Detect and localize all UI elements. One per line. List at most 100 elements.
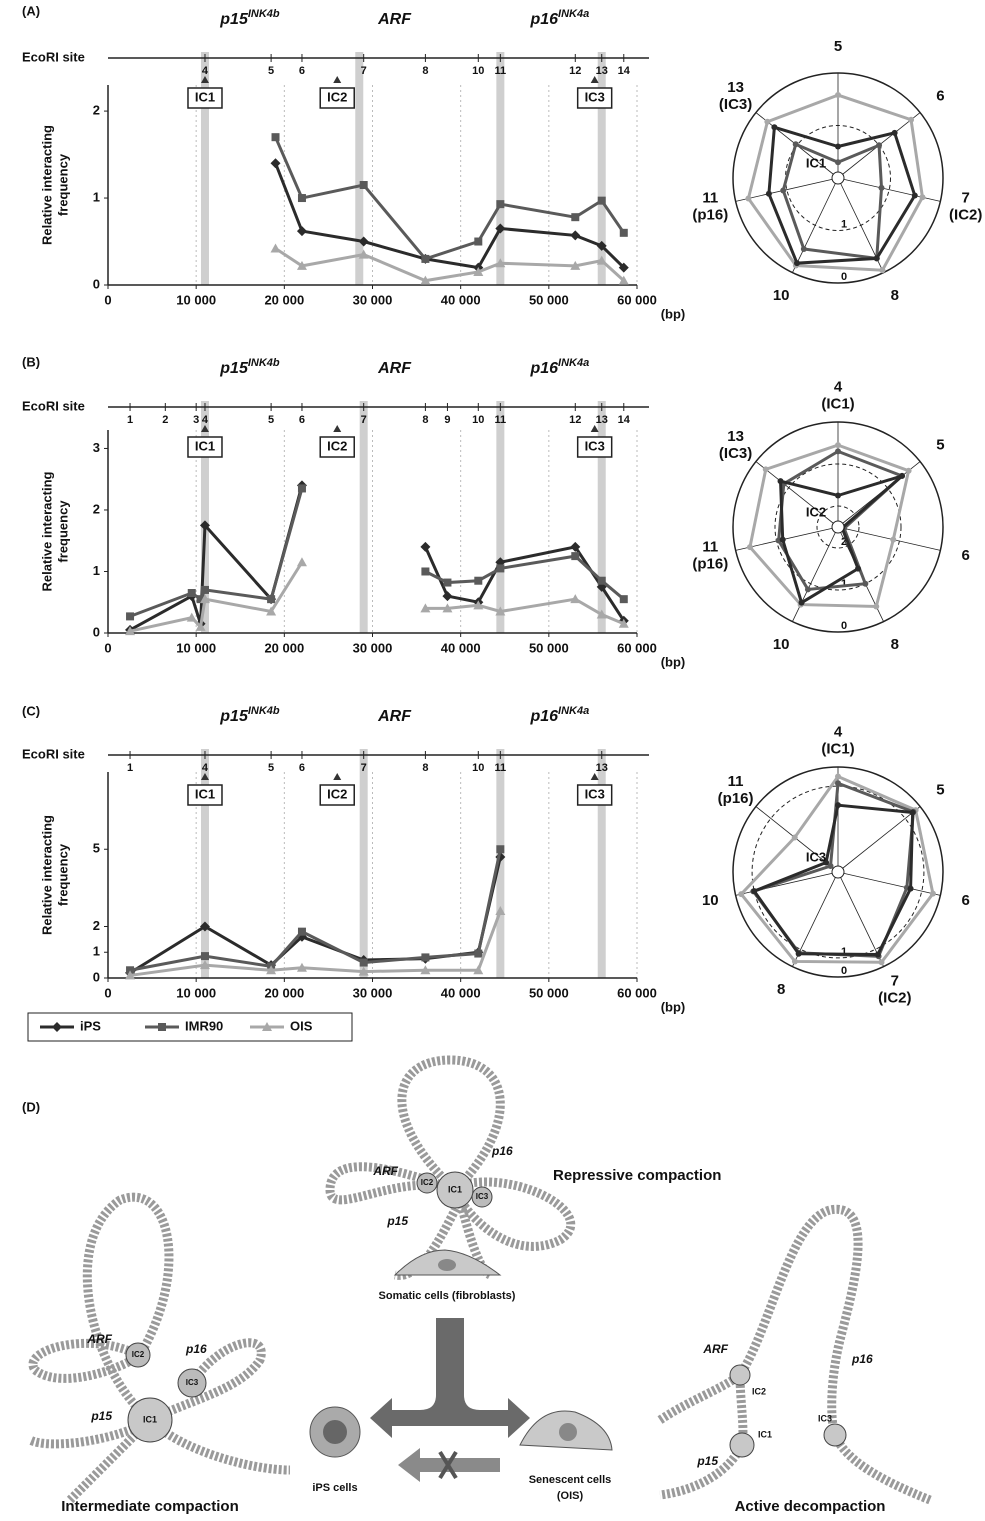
panel-label: (D): [22, 1099, 40, 1114]
axis-label: 8: [891, 287, 899, 304]
y-tick-label: 1: [93, 189, 100, 204]
site-label: 12: [569, 65, 581, 77]
radar-point: [764, 118, 771, 125]
contact-box: [576, 784, 613, 806]
center: [831, 171, 845, 185]
contact-label: IC2: [421, 1178, 434, 1187]
radar-point: [919, 194, 926, 201]
contact: [729, 1364, 751, 1386]
contact-label: IC3: [818, 1413, 832, 1423]
axis-label: 13: [727, 79, 744, 96]
marker: [52, 1022, 62, 1032]
center-label: IC2: [806, 504, 826, 519]
site-label: 13: [596, 414, 608, 426]
contact: [436, 1171, 474, 1209]
contact-arrow: [333, 76, 342, 83]
marker: [570, 594, 581, 604]
radar-point: [777, 478, 784, 485]
site-label: 11: [495, 65, 507, 77]
radar-point: [835, 143, 841, 150]
r-tick-label: 1: [841, 218, 847, 230]
marker: [125, 626, 136, 636]
contact-label: IC1: [195, 438, 215, 453]
contact-label: IC1: [143, 1414, 157, 1424]
axis-label: 4: [834, 723, 843, 740]
gene-label: p15INK4b: [219, 357, 280, 377]
marker: [266, 965, 277, 975]
marker: [266, 606, 277, 616]
axis-label: (p16): [692, 556, 728, 573]
r-tick-label: 2: [841, 536, 847, 548]
gene-label: ARF: [377, 360, 412, 377]
marker: [473, 600, 484, 610]
contact-box: [319, 87, 355, 109]
contact: [127, 1397, 173, 1443]
radar-point: [804, 586, 811, 593]
marker: [186, 612, 197, 622]
radar-point: [873, 255, 880, 262]
x-tick-label: 20 000: [264, 985, 304, 1000]
contact: [125, 1342, 151, 1368]
site-label: 2: [162, 414, 168, 426]
site-label: 8: [422, 414, 428, 426]
axis-label: 6: [936, 87, 944, 104]
axis-label: 8: [777, 981, 785, 998]
band: [200, 749, 209, 978]
contact-label: IC3: [585, 786, 605, 801]
marker: [359, 181, 368, 189]
axis-label: (p16): [692, 207, 728, 224]
marker: [619, 228, 628, 237]
contact: [823, 1423, 847, 1447]
nucleus: [559, 1423, 577, 1441]
cell-label: Senescent cells: [529, 1474, 612, 1486]
marker: [597, 576, 606, 585]
site-label: 4: [202, 414, 209, 426]
r-tick-label: 0: [841, 965, 847, 977]
radar-point: [929, 890, 936, 897]
radar-point: [835, 92, 841, 99]
axis-label: 5: [834, 38, 842, 55]
contact-arrow: [200, 425, 209, 432]
axis-label: 5: [936, 436, 944, 453]
x-tick-label: 40 000: [441, 292, 481, 307]
gene-label: p16INK4a: [529, 357, 589, 377]
marker: [200, 585, 209, 594]
x-tick-label: 0: [104, 292, 111, 307]
site-label: 5: [268, 762, 274, 774]
marker: [570, 541, 581, 552]
diagram: (D) IC1 IC2 IC3 ARF p16 p15 Repressive c…: [22, 1055, 932, 1515]
marker: [618, 262, 629, 273]
chromatin: [325, 1055, 576, 1280]
axis-label: 4: [834, 378, 843, 395]
legend-label: iPS: [80, 1018, 101, 1033]
spoke: [735, 177, 839, 202]
radar-point: [823, 859, 830, 866]
marker: [570, 260, 581, 270]
gene-name: p16: [529, 11, 558, 28]
panel-label: (C): [22, 703, 40, 718]
axis-label: 7: [891, 972, 899, 989]
marker: [495, 906, 506, 916]
marker: [619, 595, 628, 604]
gene-label: ARF: [372, 1164, 398, 1178]
y-axis-label: Relative interacting: [39, 471, 54, 591]
radar-point: [835, 802, 841, 809]
radar-line: [746, 93, 925, 272]
x-tick-label: 30 000: [353, 985, 393, 1000]
radar-line: [777, 449, 905, 592]
contact-label: IC3: [186, 1378, 199, 1387]
x-tick-label: 30 000: [353, 292, 393, 307]
radar-point: [771, 124, 778, 131]
marker: [187, 589, 196, 598]
gene-label: ARF: [377, 708, 412, 725]
y-axis-label: frequency: [55, 153, 70, 216]
axis-label: 13: [727, 428, 744, 445]
marker: [126, 612, 135, 621]
radar-point: [855, 565, 862, 572]
contact-label: IC1: [195, 89, 215, 104]
radar-line: [751, 803, 915, 957]
marker: [571, 213, 580, 222]
marker: [200, 952, 209, 961]
marker: [496, 845, 505, 854]
x-tick-label: 10 000: [176, 640, 216, 655]
